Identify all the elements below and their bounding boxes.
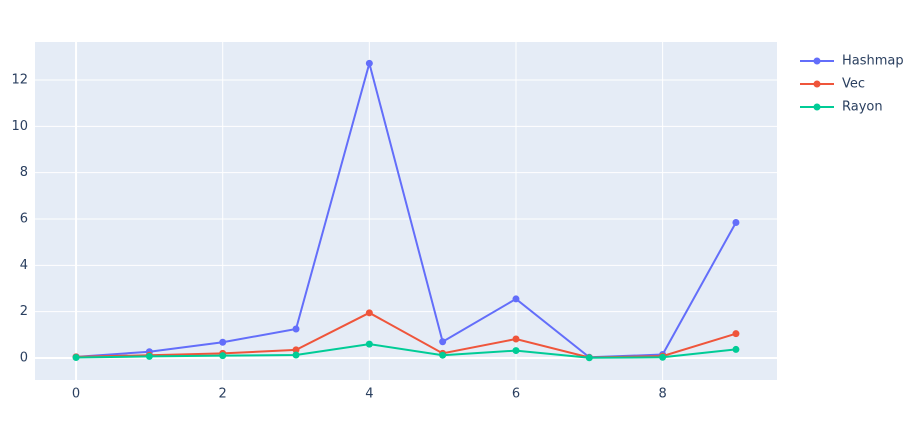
x-tick-label: 2 <box>219 387 227 402</box>
y-tick-label: 0 <box>20 350 28 365</box>
point <box>219 352 227 360</box>
point <box>365 340 373 348</box>
x-tick-label: 6 <box>512 387 520 402</box>
y-tick-label: 4 <box>20 258 28 273</box>
point <box>659 353 667 361</box>
y-tick-label: 6 <box>20 211 28 226</box>
x-tick-label: 8 <box>658 387 666 402</box>
point <box>292 346 300 354</box>
point <box>512 347 520 355</box>
y-tick-label: 2 <box>20 304 28 319</box>
legend-marker[interactable] <box>813 80 821 88</box>
legend-marker[interactable] <box>813 103 821 111</box>
y-tick-label: 8 <box>20 165 28 180</box>
legend-label[interactable]: Hashmap <box>842 54 904 69</box>
y-tick-label: 10 <box>11 119 28 134</box>
point <box>732 345 740 353</box>
point <box>732 218 740 226</box>
point <box>292 325 300 333</box>
legend-label[interactable]: Rayon <box>842 100 883 115</box>
point <box>72 354 80 362</box>
point <box>292 351 300 359</box>
legend-label[interactable]: Vec <box>842 77 865 92</box>
point <box>145 352 153 360</box>
x-tick-label: 0 <box>72 387 80 402</box>
point <box>512 335 520 343</box>
legend-marker[interactable] <box>813 57 821 65</box>
point <box>365 59 373 67</box>
point <box>512 295 520 303</box>
line <box>76 343 737 359</box>
point <box>365 309 373 317</box>
point <box>219 338 227 346</box>
point <box>585 354 593 362</box>
plot-area <box>35 42 777 380</box>
y-tick-label: 12 <box>11 72 28 87</box>
x-tick-label: 4 <box>365 387 373 402</box>
point <box>439 351 447 359</box>
point <box>732 330 740 338</box>
point <box>439 338 447 346</box>
